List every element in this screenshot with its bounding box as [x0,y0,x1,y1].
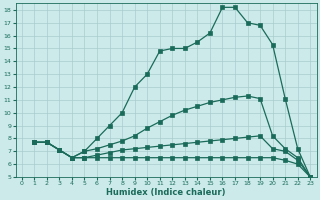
X-axis label: Humidex (Indice chaleur): Humidex (Indice chaleur) [106,188,226,197]
